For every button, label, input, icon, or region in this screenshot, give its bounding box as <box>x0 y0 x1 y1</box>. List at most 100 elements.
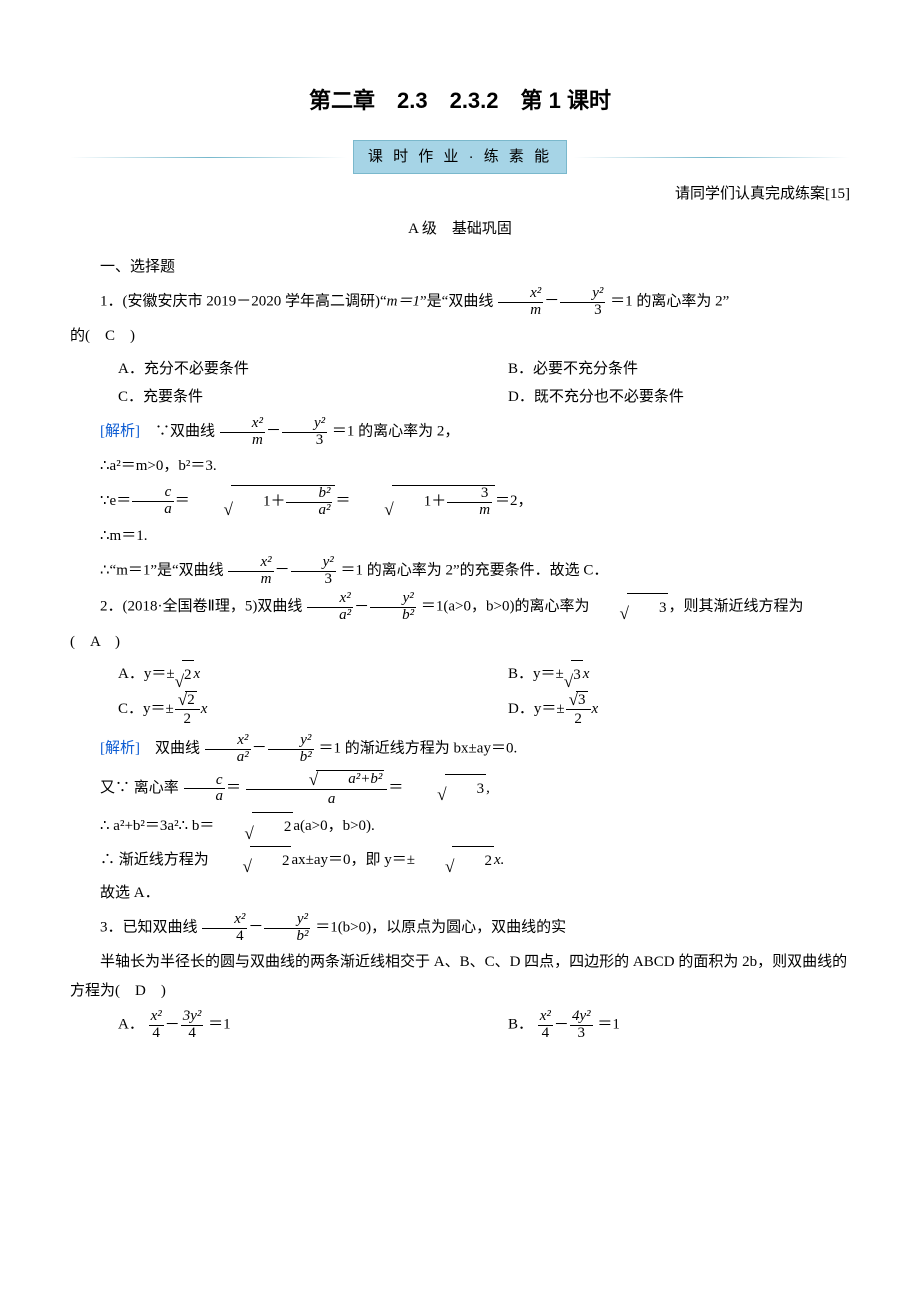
q1-stem: 1．(安徽安庆市 2019－2020 学年高二调研)“m＝1”是“双曲线 x²m… <box>70 286 850 319</box>
analysis-label: [解析] <box>100 740 140 756</box>
q1-ana1b: ＝1 的离心率为 2， <box>332 423 460 439</box>
q2-ana3: ∴ a²+b²＝3a²∴ b＝√2a(a>0，b>0). <box>70 812 850 842</box>
den: 4 <box>152 1025 160 1041</box>
q2-optA: A．y＝±√2x <box>70 660 460 690</box>
t: ∵e＝ <box>100 493 131 509</box>
num-x2: x² <box>530 285 541 301</box>
t: B． <box>508 1017 533 1033</box>
q1-stem-prefix: 1．(安徽安庆市 2019－2020 学年高二调研)“ <box>100 293 387 309</box>
num: y² <box>403 590 414 606</box>
q3-optB: B． x²4－4y²3 ＝1 <box>460 1009 850 1042</box>
banner-row: 课 时 作 业 · 练 素 能 <box>70 140 850 175</box>
t: x <box>201 701 208 717</box>
q1-options: A．充分不必要条件 B．必要不充分条件 C．充要条件 D．既不充分也不必要条件 <box>70 355 850 412</box>
t: D．y＝± <box>508 701 565 717</box>
t: 又∵ 离心率 <box>100 780 179 796</box>
q1-ana1a: ∵双曲线 <box>155 423 215 439</box>
t: ∴ a²+b²＝3a²∴ b＝ <box>100 818 214 834</box>
num: c <box>165 484 172 500</box>
sqrt-sum: a²+b² <box>316 770 384 788</box>
t: A． <box>118 1017 144 1033</box>
q2-ana1-frac: x²a²－y²b² <box>204 740 319 756</box>
q1-ana2: ∴a²＝m>0，b²＝3. <box>70 452 850 481</box>
den: 3 <box>316 432 324 448</box>
q3-optB-frac: x²4－4y²3 <box>537 1017 598 1033</box>
q1-ana4: ∴m＝1. <box>70 522 850 551</box>
q2-ana4: ∴ 渐近线方程为 √2ax±ay＝0，即 y＝±√2x. <box>70 846 850 876</box>
num: x² <box>237 732 248 748</box>
q1-optC: C．充要条件 <box>70 383 460 412</box>
num: x² <box>340 590 351 606</box>
q1-tail: 的( C ) <box>70 322 850 351</box>
q3-frac: x²4－y²b² <box>201 919 315 935</box>
den: m <box>261 571 272 587</box>
den: a² <box>339 607 351 623</box>
level-line: A 级 基础巩固 <box>70 215 850 244</box>
q3-cont: 半轴长为半径长的圆与双曲线的两条渐近线相交于 A、B、C、D 四点，四边形的 A… <box>70 948 850 1005</box>
q2-optC: C．y＝±√22x <box>70 690 460 729</box>
q2-options: A．y＝±√2x B．y＝±√3x C．y＝±√22x D．y＝±√32x <box>70 660 850 729</box>
q2-ana5: 故选 A． <box>70 879 850 908</box>
q3-stem: 3．已知双曲线 x²4－y²b² ＝1(b>0)，以原点为圆心，双曲线的实 <box>70 912 850 945</box>
right-note: 请同学们认真完成练案[15] <box>70 180 850 209</box>
num: 3 <box>481 485 489 501</box>
num: 3y² <box>183 1008 202 1024</box>
q2-mid: ＝1(a>0，b>0)的离心率为 <box>421 599 590 615</box>
q1-ana5a: ∴“m＝1”是“双曲线 <box>100 562 224 578</box>
section-heading: 一、选择题 <box>70 253 850 282</box>
t: , <box>486 780 490 796</box>
q1-optA: A．充分不必要条件 <box>70 355 460 384</box>
t: a(a>0，b>0). <box>293 818 374 834</box>
den: a <box>164 501 172 517</box>
den: a² <box>318 502 330 518</box>
q2-ana2: 又∵ 离心率 ca＝ √a²+b²a＝ √3, <box>70 769 850 808</box>
q1-ana3: ∵e＝ca＝ √1＋b²a²＝ √1＋3m＝2， <box>70 485 850 519</box>
q2-ana2-math: ca＝ √a²+b²a＝ √3, <box>183 780 490 796</box>
q1-ana1-frac: x²m－y²3 <box>219 423 332 439</box>
q3-mid: ＝1(b>0)，以原点为圆心，双曲线的实 <box>315 919 566 935</box>
t: ＝2， <box>495 493 533 509</box>
page-title: 第二章 2.3 2.3.2 第 1 课时 <box>70 80 850 122</box>
den: m <box>252 432 263 448</box>
sqrt3: 3 <box>445 774 487 804</box>
den-m: m <box>530 302 541 318</box>
num: x² <box>234 911 245 927</box>
q1-ana5: ∴“m＝1”是“双曲线 x²m－y²3 ＝1 的离心率为 2”的充要条件．故选 … <box>70 555 850 588</box>
q1-ana3-math: ∵e＝ca＝ √1＋b²a²＝ √1＋3m＝2， <box>100 493 533 509</box>
t: ∴ 渐近线方程为 <box>100 852 213 868</box>
den: b² <box>402 607 414 623</box>
q1-optB: B．必要不充分条件 <box>460 355 850 384</box>
q2-ana1b: ＝1 的渐近线方程为 bx±ay＝0. <box>319 740 518 756</box>
q1-ana2-text: ∴a²＝m>0，b²＝3. <box>100 458 217 474</box>
q2-ana1: [解析] 双曲线 x²a²－y²b² ＝1 的渐近线方程为 bx±ay＝0. <box>70 733 850 766</box>
t: ＝ <box>335 493 350 509</box>
t: ＝ <box>175 493 190 509</box>
den: m <box>479 502 490 518</box>
q1-optD: D．既不充分也不必要条件 <box>460 383 850 412</box>
num: c <box>216 772 223 788</box>
q3-options: A． x²4－3y²4 ＝1 B． x²4－4y²3 ＝1 <box>70 1009 850 1042</box>
sqrt2: 2 <box>452 846 494 876</box>
q1-ana5-frac: x²m－y²3 <box>227 562 340 578</box>
num: 4y² <box>572 1008 591 1024</box>
den: b² <box>296 928 308 944</box>
num: x² <box>540 1008 551 1024</box>
den-3: 3 <box>594 302 602 318</box>
sqrt3: 3 <box>576 691 588 709</box>
t: ＝1 <box>208 1017 231 1033</box>
t: x <box>194 666 201 682</box>
num-y2: y² <box>592 285 603 301</box>
num: y² <box>300 732 311 748</box>
q1-ana1: [解析] ∵双曲线 x²m－y²3 ＝1 的离心率为 2， <box>70 416 850 449</box>
q2-stem: 2．(2018·全国卷Ⅱ理，5)双曲线 x²a²－y²b² ＝1(a>0，b>0… <box>70 591 850 624</box>
q1-frac: x²m－y²3 <box>497 293 610 309</box>
sqrt3: 3 <box>627 593 669 623</box>
q2-prefix: 2．(2018·全国卷Ⅱ理，5)双曲线 <box>100 599 302 615</box>
t: ＝1 <box>597 1017 620 1033</box>
t: B．y＝± <box>508 666 564 682</box>
sqrt2: 2 <box>250 846 292 876</box>
den: 3 <box>324 571 332 587</box>
t: x. <box>494 852 504 868</box>
den: 3 <box>578 1025 586 1041</box>
t: ＝ <box>226 780 241 796</box>
